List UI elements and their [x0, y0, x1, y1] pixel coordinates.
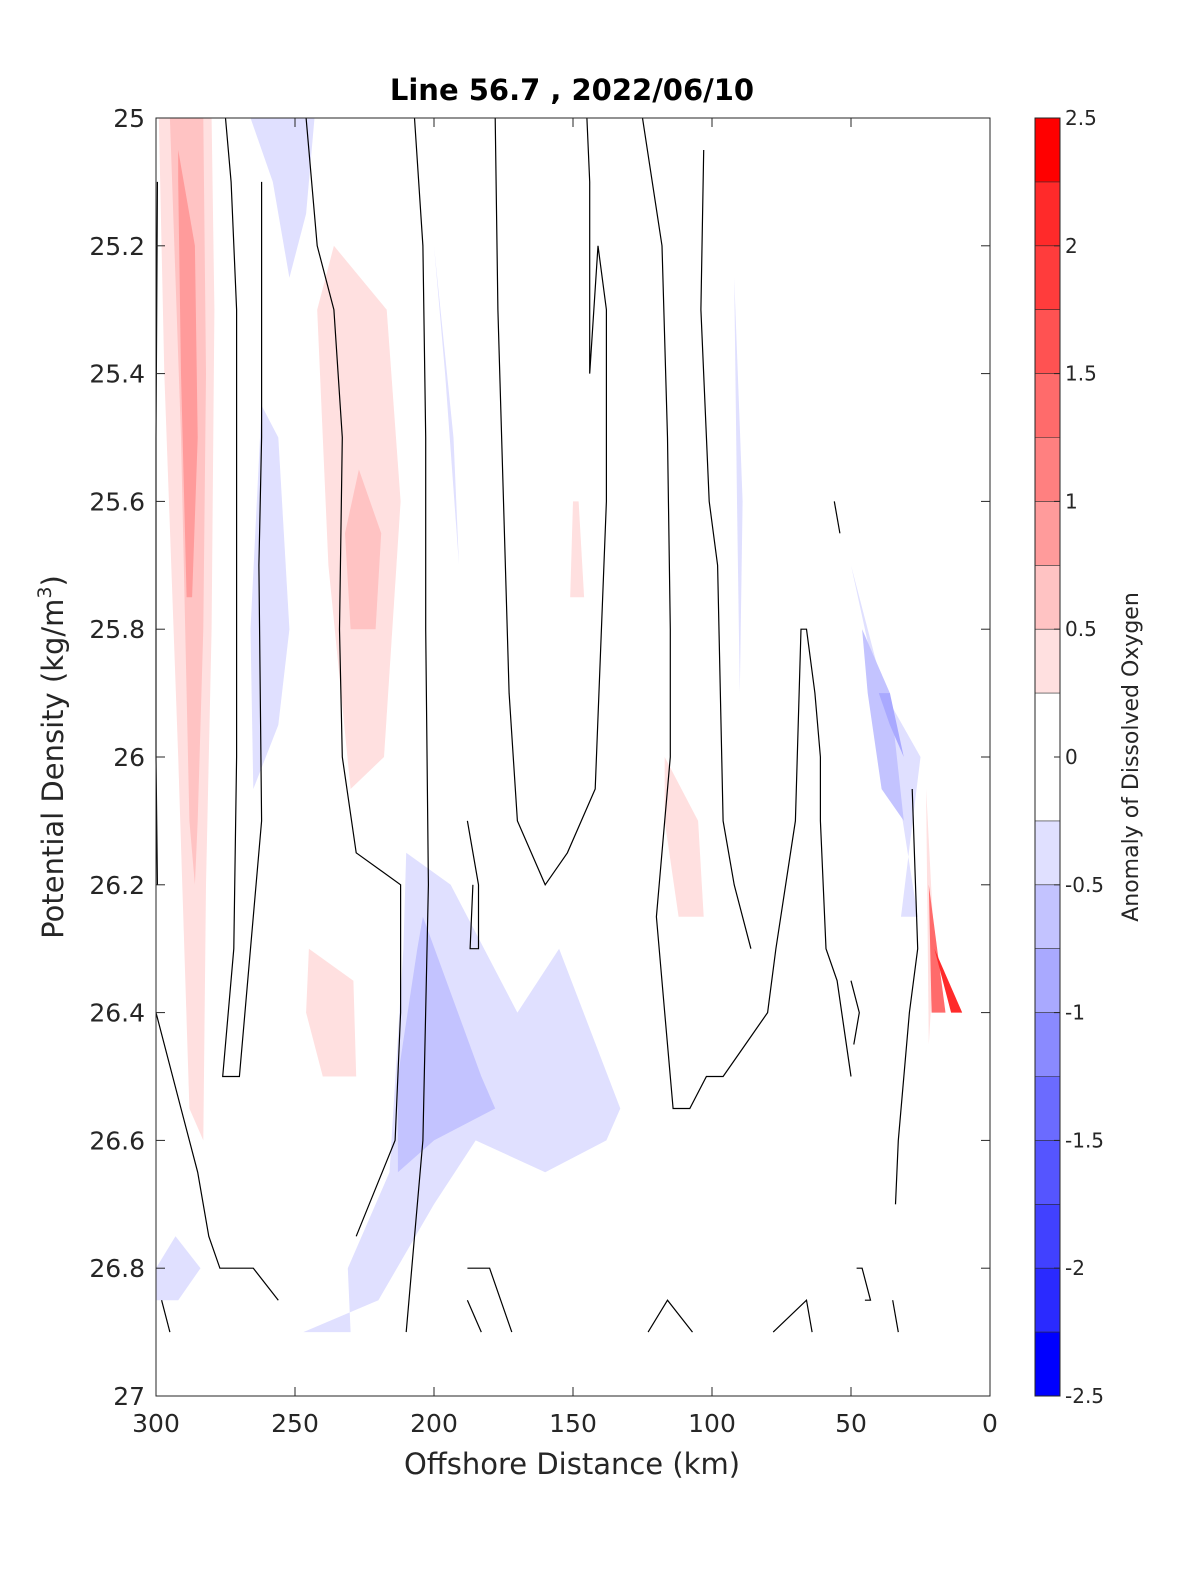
colorbar-bin-10: [1035, 820, 1060, 885]
y-axis-label-close: ): [36, 575, 70, 586]
y-tick-label: 25.8: [89, 615, 145, 644]
x-axis-label: Offshore Distance (km): [404, 1447, 740, 1481]
filled-region-10: [664, 757, 704, 917]
colorbar-bin-6: [1035, 501, 1060, 566]
colorbar-tick-label: 2.5: [1065, 106, 1097, 130]
colorbar-tick-label: 1: [1065, 489, 1078, 513]
plot-background: [156, 118, 990, 1396]
colorbar-tick-label: 0.5: [1065, 617, 1097, 641]
colorbar-ticks: 2.5 2 1.5 1 0.5 0 -0.5 -1 -1.5 -2 -2.5: [1054, 106, 1104, 1408]
contour-line-1: [155, 1012, 279, 1301]
y-tick-label: 25.2: [89, 232, 145, 261]
contour-line-9: [833, 501, 841, 534]
x-tick-label: 50: [835, 1409, 867, 1438]
filled-contours: [156, 118, 963, 1333]
contour-line-13: [467, 1267, 513, 1333]
y-axis-label-superscript: 3: [34, 586, 56, 598]
colorbar-tick-label: 1.5: [1065, 362, 1097, 386]
filled-region-14: [851, 565, 921, 917]
y-tick-label: 26.4: [89, 999, 145, 1028]
contour-line-14: [466, 1299, 482, 1333]
y-tick-label: 26.6: [89, 1126, 145, 1155]
filled-region-3: [250, 118, 315, 278]
filled-region-13: [397, 916, 496, 1173]
colorbar-bin-13: [1035, 1012, 1060, 1077]
x-tick-label: 200: [410, 1409, 458, 1438]
colorbar-tick-label: 2: [1065, 234, 1078, 258]
colorbar-bin-5: [1035, 437, 1060, 502]
contour-line-11: [894, 788, 919, 1205]
colorbar-bin-17: [1035, 1268, 1060, 1333]
filled-region-8: [570, 501, 585, 598]
y-tick-label: 25.4: [89, 360, 145, 389]
contour-line-10: [850, 980, 860, 1045]
colorbar-bin-3: [1035, 309, 1060, 374]
contour-line-5: [494, 117, 608, 887]
colorbar-bin-2: [1035, 245, 1060, 310]
colorbar-tick-label: -2.5: [1065, 1384, 1104, 1408]
filled-region-16: [878, 693, 904, 757]
filled-region-2: [178, 150, 198, 598]
colorbar-tick-label: -1.5: [1065, 1128, 1104, 1152]
contour-line-4: [405, 117, 430, 1333]
colorbar-bin-15: [1035, 1140, 1060, 1205]
contour-line-6: [466, 820, 480, 950]
colorbar-bins: [1035, 118, 1060, 1396]
contour-line-15: [647, 1299, 693, 1333]
colorbar-tick-label: -0.5: [1065, 873, 1104, 897]
x-tick-label: 250: [271, 1409, 319, 1438]
colorbar-label: Anomaly of Dissolved Oxygen: [1119, 592, 1144, 922]
colorbar-bin-0: [1035, 118, 1060, 182]
colorbar-bin-1: [1035, 181, 1060, 246]
colorbar-bin-16: [1035, 1204, 1060, 1269]
filled-region-15: [862, 629, 904, 821]
y-axis-label-main: Potential Density (kg/m: [36, 599, 70, 939]
y-axis-label: Potential Density (kg/m3): [34, 575, 70, 939]
colorbar-tick-label: -1: [1065, 1001, 1085, 1025]
contour-line-2: [222, 117, 263, 1078]
contour-line-18: [161, 1300, 171, 1333]
contour-line-7: [641, 117, 852, 1110]
y-tick-label: 26.8: [89, 1254, 145, 1283]
colorbar: 2.5 2 1.5 1 0.5 0 -0.5 -1 -1.5 -2 -2.5 Anomaly of …: [1034, 106, 1144, 1408]
y-axis-ticks: 25 25.2 25.4 25.6 25.8 26 26.2 26.4 26.6 26.8 27: [89, 104, 990, 1411]
contour-line-17: [892, 1300, 899, 1333]
y-tick-label: 25.6: [89, 487, 145, 516]
colorbar-bin-8: [1035, 629, 1060, 694]
filled-region-11: [306, 948, 357, 1077]
colorbar-bin-4: [1035, 373, 1060, 438]
filled-region-19: [928, 884, 946, 1013]
plot-area: 300 250 200 150 100 50 0 2525.225.425.625.8262…: [89, 104, 998, 1438]
filled-region-20: [934, 948, 963, 1013]
filled-region-6: [345, 469, 382, 630]
contour-line-12: [856, 1267, 872, 1301]
contour-line-16: [772, 1298, 813, 1333]
y-tick-label: 27: [113, 1382, 145, 1411]
colorbar-tick-label: -2: [1065, 1256, 1085, 1280]
colorbar-bin-14: [1035, 1076, 1060, 1141]
colorbar-bin-11: [1035, 884, 1060, 949]
filled-region-9: [734, 277, 743, 694]
filled-region-17: [156, 1236, 201, 1301]
x-tick-label: 150: [549, 1409, 597, 1438]
chart-title: Line 56.7 , 2022/06/10: [390, 73, 754, 107]
colorbar-bin-18: [1035, 1332, 1060, 1396]
colorbar-bin-12: [1035, 948, 1060, 1013]
x-axis-ticks: 300 250 200 150 100 50 0: [132, 118, 998, 1438]
contour-line-8: [700, 149, 752, 949]
contour-line-3: [305, 117, 402, 1237]
contour-lines: [155, 117, 919, 1333]
x-tick-label: 100: [688, 1409, 736, 1438]
colorbar-bin-7: [1035, 565, 1060, 630]
y-tick-label: 26.2: [89, 871, 145, 900]
x-tick-label: 0: [982, 1409, 998, 1438]
colorbar-tick-label: 0: [1065, 745, 1078, 769]
x-tick-label: 300: [132, 1409, 180, 1438]
y-tick-label: 26: [113, 743, 145, 772]
y-tick-label: 25: [113, 104, 145, 133]
